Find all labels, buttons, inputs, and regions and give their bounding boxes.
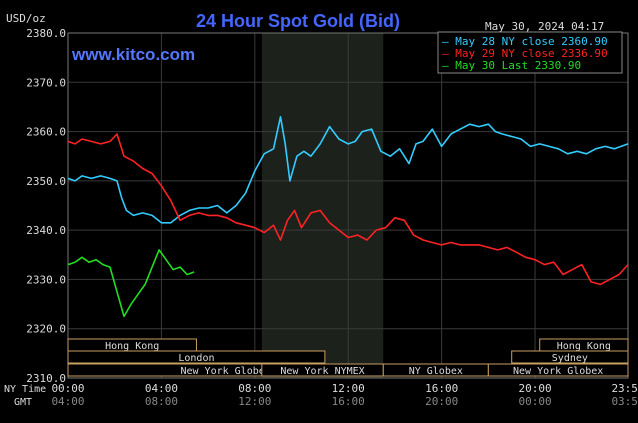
plot-frame (67, 32, 629, 379)
y-tick-label: 2330.0 (26, 273, 66, 286)
x-tick-gmt: 08:00 (145, 395, 178, 408)
series-line-2 (67, 133, 629, 286)
gmt-label: GMT (14, 397, 32, 408)
x-tick-gmt: 12:00 (238, 395, 271, 408)
x-tick-ny: 23:59 (611, 382, 638, 395)
series-line-3 (67, 249, 195, 318)
legend-entry: — May 29 NY close 2336.90 (442, 47, 608, 60)
x-tick-gmt: 20:00 (425, 395, 458, 408)
x-tick-gmt: 04:00 (51, 395, 84, 408)
ny-time-label: NY Time (4, 384, 46, 395)
y-tick-label: 2360.0 (26, 126, 66, 139)
y-tick-label: 2320.0 (26, 323, 66, 336)
watermark-link[interactable]: www.kitco.com (71, 45, 195, 64)
y-tick-label: 2370.0 (26, 76, 66, 89)
session-label: Sydney (552, 353, 588, 364)
y-tick-label: 2310.0 (26, 372, 66, 385)
session-label: Hong Kong (557, 341, 611, 352)
x-axis-ticks: 00:0004:0008:0012:0016:0020:0023:5904:00… (51, 382, 638, 408)
timestamp: May 30, 2024 04:17 (485, 20, 604, 33)
x-tick-ny: 12:00 (332, 382, 365, 395)
x-tick-ny: 04:00 (145, 382, 178, 395)
session-label: London (178, 353, 214, 364)
session-box (67, 350, 326, 364)
legend-entry: — May 30 Last 2330.90 (442, 59, 581, 72)
legend-box (437, 31, 623, 74)
session-label: New York Globex (180, 366, 270, 377)
y-tick-label: 2340.0 (26, 224, 66, 237)
session-label: Hong Kong (105, 341, 159, 352)
x-tick-gmt: 03:59 (611, 395, 638, 408)
x-tick-gmt: 00:00 (518, 395, 551, 408)
series-group (67, 116, 629, 318)
legend: — May 28 NY close 2360.90— May 29 NY clo… (437, 31, 623, 74)
x-tick-ny: 16:00 (425, 382, 458, 395)
x-tick-ny: 20:00 (518, 382, 551, 395)
series-line-1 (67, 116, 629, 224)
units-label: USD/oz (6, 12, 46, 25)
session-label: New York Globex (513, 366, 603, 377)
session-label: New York NYMEX (280, 366, 364, 377)
nymex-session-highlight (261, 33, 384, 378)
legend-entry: — May 28 NY close 2360.90 (442, 35, 608, 48)
y-tick-label: 2380.0 (26, 27, 66, 40)
session-box (487, 363, 629, 377)
x-tick-ny: 00:00 (51, 382, 84, 395)
session-label: NY Globex (409, 366, 463, 377)
trading-sessions: Hong Kong London New York Globex New York N… (67, 338, 629, 377)
x-tick-ny: 08:00 (238, 382, 271, 395)
y-tick-label: 2350.0 (26, 175, 66, 188)
x-tick-gmt: 16:00 (332, 395, 365, 408)
y-axis-ticks: 2310.0 2320.0 2330.0 2340.0 2350.0 2360.0 2370… (26, 27, 66, 385)
chart-title: 24 Hour Spot Gold (Bid) (196, 11, 400, 31)
session-box (511, 350, 629, 364)
